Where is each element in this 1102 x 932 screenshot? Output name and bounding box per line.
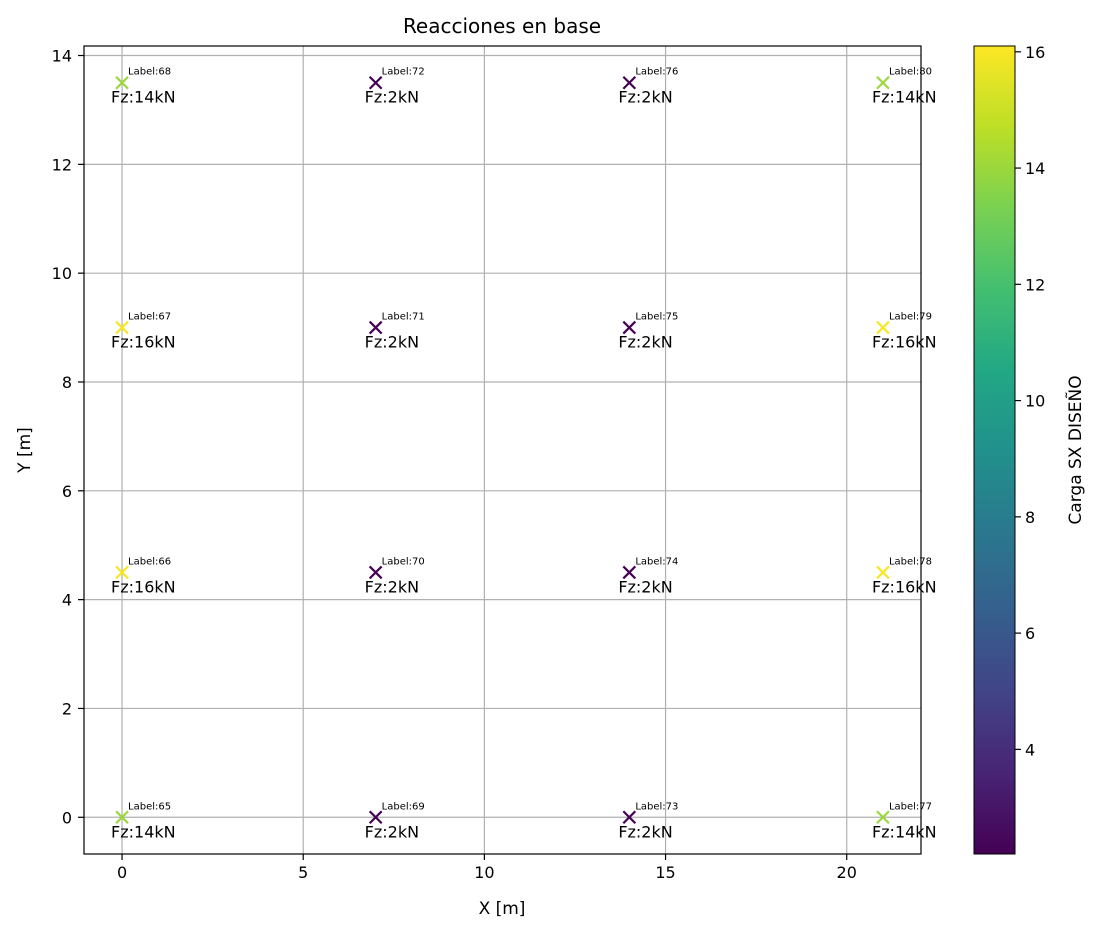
colorbar-tick-label: 4 [1025,740,1035,759]
x-tick-label: 5 [298,863,308,882]
colorbar-tick-label: 6 [1025,624,1035,643]
point-label: Label:80 [889,67,932,78]
data-point: Label:65 Fz:14kN [111,801,176,841]
point-marker [115,320,129,335]
point-label: Label:68 [128,67,171,78]
point-label: Label:70 [382,556,425,567]
data-point: Label:80 Fz:14kN [872,67,937,107]
y-tick-label: 12 [52,155,72,174]
x-tick-label: 10 [474,863,494,882]
point-value-label: Fz:14kN [111,822,176,841]
point-marker [368,565,383,580]
point-label: Label:79 [889,312,932,323]
data-point: Label:75 Fz:2kN [618,312,678,352]
data-point: Label:66 Fz:16kN [111,556,176,596]
point-value-label: Fz:16kN [111,333,176,352]
point-value-label: Fz:16kN [111,577,176,596]
data-point: Label:71 Fz:2kN [365,312,425,352]
x-tick-label: 0 [117,863,127,882]
point-label: Label:67 [128,312,171,323]
point-value-label: Fz:2kN [365,577,419,596]
chart-title: Reacciones en base [403,14,601,38]
data-point: Label:76 Fz:2kN [618,67,678,107]
x-tick-label: 20 [837,863,857,882]
data-point: Label:74 Fz:2kN [618,556,678,596]
point-value-label: Fz:2kN [618,822,672,841]
point-marker [876,810,890,825]
y-tick-label: 8 [62,373,72,392]
colorbar-tick-label: 8 [1025,508,1035,527]
y-tick-label: 2 [62,699,72,718]
x-tick-label: 15 [655,863,675,882]
data-point: Label:68 Fz:14kN [111,67,176,107]
point-marker [368,75,383,90]
point-marker [622,565,637,580]
point-value-label: Fz:14kN [111,88,176,107]
y-axis-ticks: 0 2 4 6 8 10 12 14 [52,47,84,827]
point-label: Label:76 [635,67,678,78]
y-axis-label: Y [m] [15,427,35,474]
point-label: Label:65 [128,801,171,812]
point-label: Label:71 [382,312,425,323]
data-point: Label:72 Fz:2kN [365,67,425,107]
point-value-label: Fz:2kN [365,333,419,352]
point-value-label: Fz:2kN [618,333,672,352]
point-marker [622,320,637,335]
point-value-label: Fz:2kN [618,88,672,107]
point-label: Label:78 [889,556,932,567]
point-marker [876,565,890,580]
data-point: Label:70 Fz:2kN [365,556,425,596]
data-point: Label:77 Fz:14kN [872,801,937,841]
data-points: Label:65 Fz:14kN Label:66 Fz:16kN Label:67 Fz… [111,67,937,842]
colorbar: 4 6 8 10 12 14 16 Carga SX DISEÑO [973,43,1086,855]
colorbar-tick-label: 12 [1025,275,1045,294]
colorbar-tick-label: 10 [1025,392,1045,411]
point-marker [622,810,637,825]
data-point: Label:79 Fz:16kN [872,312,937,352]
point-marker [876,75,890,90]
point-value-label: Fz:2kN [618,577,672,596]
point-label: Label:74 [635,556,678,567]
colorbar-tick-label: 14 [1025,159,1045,178]
point-label: Label:77 [889,801,932,812]
point-label: Label:75 [635,312,678,323]
y-tick-label: 0 [62,808,72,827]
point-marker [622,75,637,90]
point-value-label: Fz:2kN [365,822,419,841]
point-label: Label:69 [382,801,425,812]
point-marker [115,75,129,90]
point-label: Label:66 [128,556,171,567]
point-marker [368,320,383,335]
y-tick-label: 14 [52,47,72,66]
point-marker [876,320,890,335]
data-point: Label:73 Fz:2kN [618,801,678,841]
point-marker [115,810,129,825]
colorbar-label: Carga SX DISEÑO [1064,375,1086,524]
y-tick-label: 10 [52,264,72,283]
y-tick-label: 4 [62,591,72,610]
point-value-label: Fz:14kN [872,822,937,841]
point-value-label: Fz:16kN [872,577,937,596]
plot-frame [83,45,922,855]
point-value-label: Fz:14kN [872,88,937,107]
colorbar-ticks: 4 6 8 10 12 14 16 [1015,43,1045,759]
point-value-label: Fz:16kN [872,333,937,352]
data-point: Label:78 Fz:16kN [872,556,937,596]
grid [84,46,921,854]
point-label: Label:73 [635,801,678,812]
x-axis-label: X [m] [479,899,526,919]
data-point: Label:69 Fz:2kN [365,801,425,841]
colorbar-gradient [973,45,1016,855]
point-value-label: Fz:2kN [365,88,419,107]
data-point: Label:67 Fz:16kN [111,312,176,352]
point-marker [115,565,129,580]
point-label: Label:72 [382,67,425,78]
colorbar-tick-label: 16 [1025,43,1045,62]
x-axis-ticks: 0 5 10 15 20 [117,854,857,882]
point-marker [368,810,383,825]
y-tick-label: 6 [62,482,72,501]
